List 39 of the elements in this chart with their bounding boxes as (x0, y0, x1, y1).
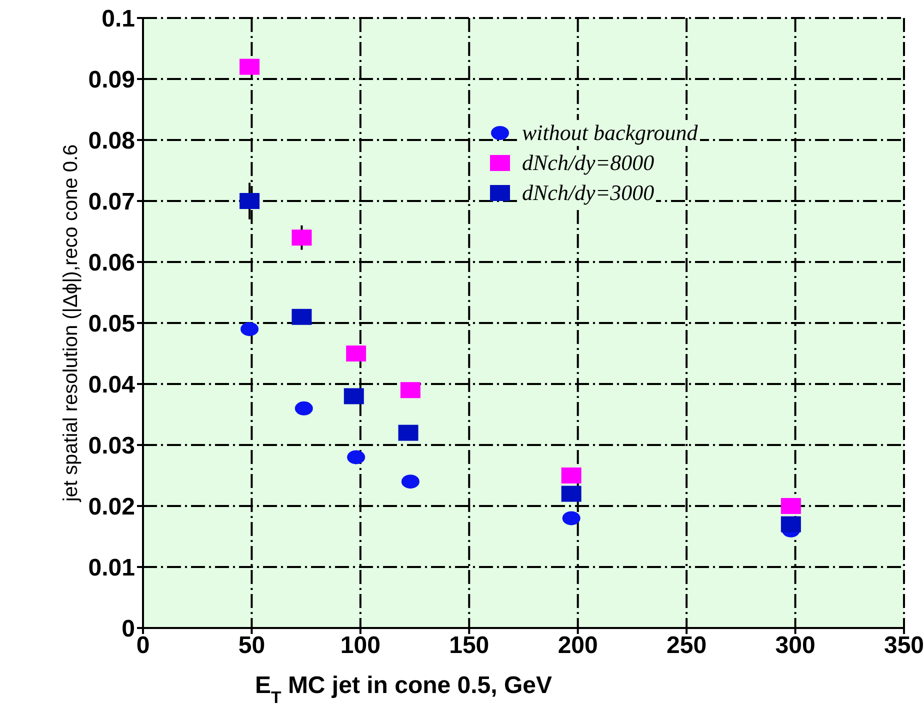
point (780, 516, 801, 532)
point (292, 308, 312, 325)
x-tick-label: 250 (666, 632, 707, 660)
point (240, 322, 259, 336)
y-tick-label: 0.03 (88, 432, 135, 460)
point (780, 498, 801, 514)
x-tick-label: 350 (884, 632, 924, 660)
y-tick-label: 0.05 (88, 310, 135, 338)
point (294, 401, 313, 416)
point (401, 474, 420, 489)
y-tick-label: 0.08 (88, 128, 135, 155)
y-tick-label: 0.02 (88, 494, 135, 521)
y-tick-label: 0.01 (88, 554, 135, 582)
point (346, 346, 366, 362)
y-axis-title: jet spatial resolution (|Δϕ|),reco cone 0.6 (60, 144, 82, 503)
point (561, 486, 582, 502)
point (292, 230, 312, 246)
y-tick-label: 0.07 (88, 188, 135, 216)
point (562, 511, 580, 526)
point (240, 193, 260, 209)
point (561, 468, 582, 484)
x-tick-label: 150 (449, 632, 490, 660)
point (398, 424, 418, 441)
point (400, 382, 420, 398)
x-tick-label: 300 (775, 632, 816, 660)
y-tick-label: 0.04 (88, 372, 136, 399)
legend-label: dNch/dy=3000 (520, 180, 656, 206)
legend-label: without background (520, 120, 700, 146)
y-tick-label: 0.09 (88, 66, 135, 94)
x-tick-label: 50 (238, 632, 266, 660)
legend-label: dNch/dy=8000 (520, 150, 656, 176)
x-tick-label: 100 (340, 632, 380, 660)
point (347, 450, 366, 464)
x-axis-title: E$_{T}$ MC jet in cone 0.5, GeV (254, 672, 552, 706)
point (240, 58, 260, 75)
y-tick-label: 0.06 (88, 250, 135, 277)
point (344, 388, 364, 404)
x-tick-label: 200 (558, 632, 598, 660)
y-tick-label: 0.1 (102, 6, 135, 33)
